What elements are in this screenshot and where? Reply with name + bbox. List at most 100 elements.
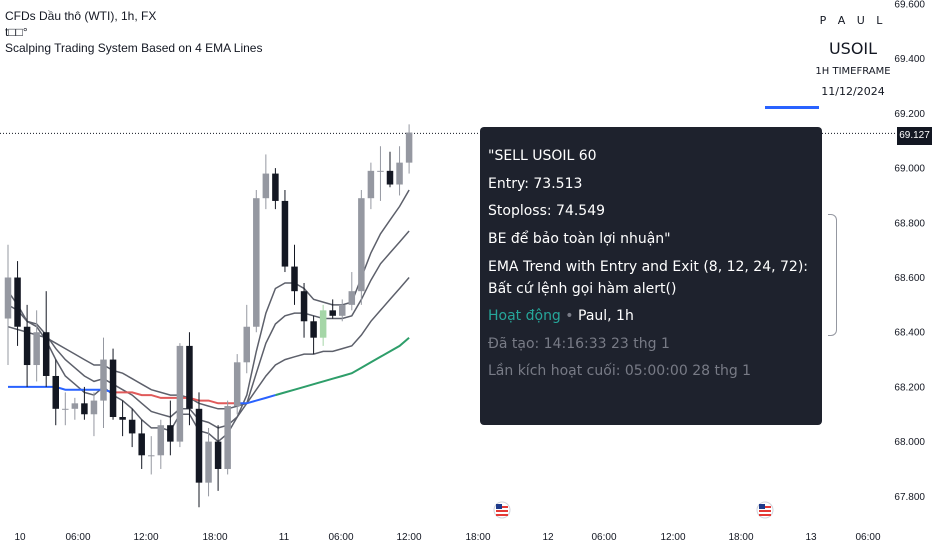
candle-body bbox=[291, 266, 298, 292]
candle-body bbox=[281, 200, 289, 267]
ema-long-green-segment bbox=[275, 336, 410, 397]
brand-timeframe: 1H TIMEFRAME bbox=[815, 66, 891, 77]
chart-legend: CFDs Dầu thô (WTI), 1h, FX t□□° Scalping… bbox=[5, 8, 262, 56]
candle-body bbox=[233, 362, 241, 407]
candle-body bbox=[367, 170, 375, 199]
time-axis[interactable]: 10 06:00 12:00 18:00 11 06:00 12:00 18:00 12 06:0… bbox=[14, 532, 881, 543]
candle-body bbox=[4, 277, 12, 319]
branding-block: P A U L USOIL 1H TIMEFRAME 11/12/2024 bbox=[790, 12, 916, 98]
alert-owner: Paul, 1h bbox=[578, 308, 634, 324]
candle-body bbox=[90, 400, 98, 415]
time-tick-label: 06:00 bbox=[65, 532, 90, 543]
ema-line-1 bbox=[7, 189, 410, 443]
candle-body bbox=[396, 162, 403, 185]
candle-body bbox=[157, 425, 165, 456]
price-tick-label: 68.400 bbox=[894, 328, 925, 339]
price-tick-label: 68.600 bbox=[894, 273, 925, 284]
time-tick-label: 18:00 bbox=[728, 532, 753, 543]
price-tick-label: 68.800 bbox=[894, 218, 925, 229]
candle-body bbox=[148, 455, 155, 457]
alert-condition: EMA Trend with Entry and Exit (8, 12, 24… bbox=[488, 259, 809, 297]
alert-last-triggered: Lần kích hoạt cuối: 05:00:00 28 thg 1 bbox=[488, 363, 752, 379]
symbol-title[interactable]: CFDs Dầu thô (WTI), 1h, FX bbox=[5, 9, 157, 23]
candle-body bbox=[243, 326, 250, 363]
ema-line-2 bbox=[7, 230, 410, 429]
event-markers bbox=[493, 501, 774, 519]
candle-body bbox=[329, 310, 336, 316]
candle-body bbox=[119, 417, 126, 420]
candle-body bbox=[262, 173, 270, 199]
candle-body bbox=[377, 170, 384, 172]
candle-body bbox=[358, 198, 365, 292]
candle-body bbox=[214, 441, 222, 469]
time-tick-label: 12 bbox=[542, 532, 554, 543]
candle-body bbox=[195, 408, 203, 483]
alert-tooltip: "SELL USOIL 60 Entry: 73.513 Stoploss: 7… bbox=[480, 127, 822, 425]
time-tick-label: 13 bbox=[805, 532, 817, 543]
candle-body bbox=[100, 359, 107, 401]
candle-body bbox=[386, 170, 394, 185]
candle-body bbox=[109, 359, 117, 418]
ema-long-blue-segment-2 bbox=[237, 394, 276, 405]
candle-body bbox=[62, 408, 69, 410]
time-tick-label: 18:00 bbox=[465, 532, 490, 543]
us-flag-event-icon[interactable] bbox=[493, 501, 511, 519]
alert-status: Hoạt động bbox=[488, 308, 561, 324]
brand-underline bbox=[765, 106, 819, 109]
candle-body bbox=[339, 304, 346, 316]
ema-line-3 bbox=[7, 277, 410, 410]
time-tick-label: 11 bbox=[279, 532, 290, 543]
candle-body bbox=[224, 406, 231, 469]
candle-body bbox=[23, 326, 31, 366]
time-tick-label: 06:00 bbox=[855, 532, 880, 543]
candle-body bbox=[310, 321, 317, 338]
time-tick-label: 18:00 bbox=[202, 532, 227, 543]
candle-body bbox=[128, 419, 136, 434]
candle-body bbox=[81, 403, 88, 415]
indicator-title[interactable]: Scalping Trading System Based on 4 EMA L… bbox=[5, 41, 263, 55]
alert-message-line-3: Stoploss: 74.549 bbox=[488, 203, 606, 219]
alert-message-line-1: "SELL USOIL 60 bbox=[488, 148, 597, 164]
candle-body bbox=[176, 345, 184, 442]
time-tick-label: 12:00 bbox=[660, 532, 685, 543]
brand-author: P A U L bbox=[819, 14, 887, 27]
alert-message-line-2: Entry: 73.513 bbox=[488, 175, 583, 192]
price-tick-label: 69.200 bbox=[894, 109, 925, 120]
alert-status-row: Hoạt động • Paul, 1h bbox=[488, 303, 814, 331]
status-separator: • bbox=[565, 308, 574, 324]
price-tick-label: 69.600 bbox=[894, 0, 925, 11]
candle-body bbox=[14, 277, 21, 327]
price-axis[interactable]: 69.600 69.400 69.200 69.000 68.800 68.600 68.4… bbox=[894, 0, 925, 503]
price-tick-label: 68.000 bbox=[894, 437, 925, 448]
panel-handle[interactable] bbox=[828, 214, 837, 336]
ema-long-red-segment bbox=[113, 391, 238, 405]
us-flag-event-icon[interactable] bbox=[756, 501, 774, 519]
candle-body bbox=[272, 173, 279, 201]
candle-body bbox=[300, 291, 308, 322]
candle-body bbox=[52, 375, 59, 409]
candle-body bbox=[253, 198, 260, 327]
time-tick-label: 06:00 bbox=[591, 532, 616, 543]
brand-date: 11/12/2024 bbox=[821, 85, 885, 98]
candle-body bbox=[405, 132, 413, 163]
time-tick-label: 12:00 bbox=[133, 532, 158, 543]
candle-body bbox=[205, 441, 212, 483]
legend-icons: t□□° bbox=[5, 25, 28, 39]
time-tick-label: 10 bbox=[14, 532, 26, 543]
ema-lines bbox=[7, 189, 410, 443]
alert-message-line-4: BE để bảo toàn lợi nhuận" bbox=[488, 230, 671, 247]
time-tick-label: 12:00 bbox=[396, 532, 421, 543]
candle-body bbox=[319, 310, 327, 338]
price-tick-label: 67.800 bbox=[894, 492, 925, 503]
price-tick-label: 69.400 bbox=[894, 54, 925, 65]
current-price-tag: 69.127 bbox=[897, 127, 932, 145]
price-tick-label: 68.200 bbox=[894, 382, 925, 393]
alert-created: Đã tạo: 14:16:33 23 thg 1 bbox=[488, 335, 670, 352]
brand-symbol: USOIL bbox=[828, 39, 878, 58]
candle-body bbox=[71, 403, 79, 409]
candle-body bbox=[348, 291, 356, 305]
time-tick-label: 06:00 bbox=[328, 532, 353, 543]
candle-body bbox=[186, 345, 193, 409]
candles bbox=[4, 124, 413, 508]
